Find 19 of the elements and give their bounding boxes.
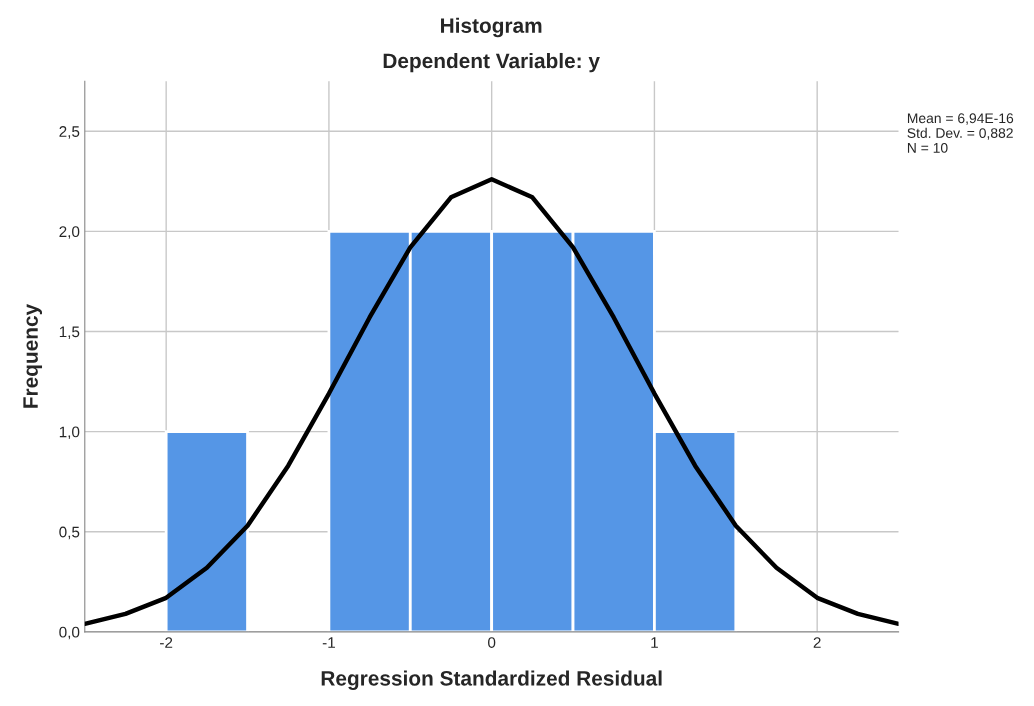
- text: N = 10: [907, 142, 948, 153]
- y-tick-label: 1,0: [59, 426, 80, 440]
- x-tick-label: -2: [160, 637, 173, 648]
- y-tick-label: 0,0: [59, 626, 80, 640]
- x-tick-label: 1: [651, 637, 658, 648]
- chart-subtitle: Dependent Variable: y: [383, 52, 600, 73]
- y-tick-label: 1,5: [59, 326, 80, 339]
- y-tick-label: 0,5: [59, 526, 80, 540]
- x-tick-label: -1: [322, 637, 335, 648]
- chart-title: Histogram: [441, 17, 542, 38]
- line-series: [84, 177, 899, 627]
- text: Std. Dev. = 0,882: [907, 127, 1013, 140]
- x-tick-label: 2: [813, 637, 821, 648]
- x-tick-label: 0: [488, 637, 496, 648]
- text: Mean = 6,94E-16: [907, 113, 1014, 125]
- y-tick-label: 2,5: [59, 126, 80, 139]
- x-axis-title: Regression Standardized Residual: [321, 670, 662, 690]
- y-axis-title: Frequency: [23, 303, 43, 408]
- y-tick-label: 2,0: [59, 226, 80, 239]
